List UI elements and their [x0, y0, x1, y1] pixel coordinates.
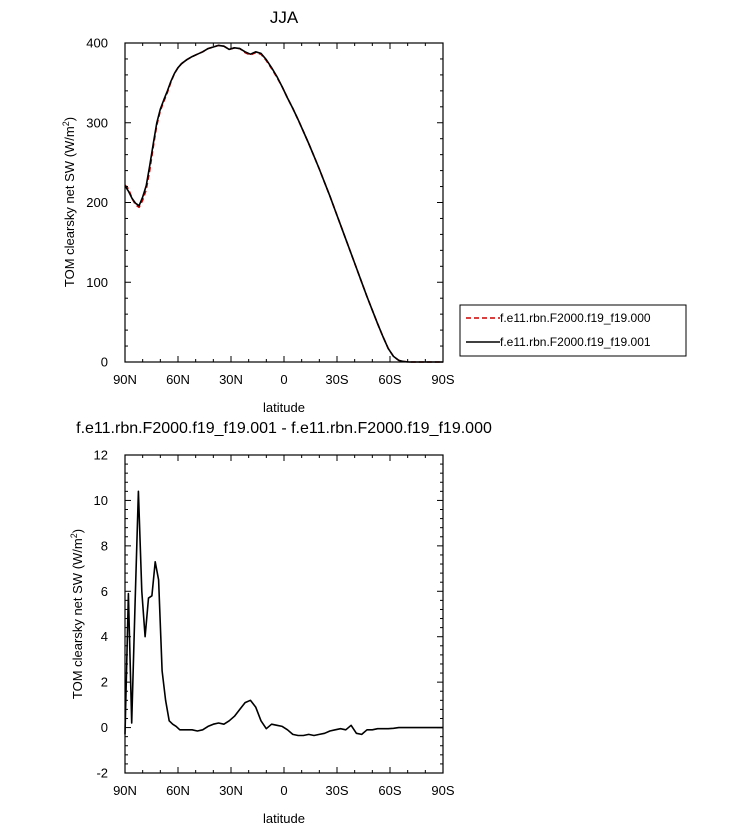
bottom-y-tick-label: 4: [101, 629, 108, 644]
top-y-axis-label-main: TOM clearsky net SW (W/m: [62, 126, 77, 287]
bottom-y-tick-label: 8: [101, 538, 108, 553]
bottom-y-axis-label: TOM clearsky net SW (W/m2): [69, 529, 85, 699]
legend-label-000: f.e11.rbn.F2000.f19_f19.000: [500, 311, 651, 325]
top-y-tick-label: 400: [86, 36, 108, 51]
top-y-axis-label: TOM clearsky net SW (W/m2): [61, 117, 77, 287]
legend-box: [459, 304, 687, 357]
bottom-y-tick-label: 2: [101, 675, 108, 690]
legend-entry-001: f.e11.rbn.F2000.f19_f19.001: [466, 335, 651, 349]
bottom-panel: f.e11.rbn.F2000.f19_f19.001 - f.e11.rbn.…: [69, 420, 492, 826]
bottom-y-tick-label: -2: [96, 766, 108, 781]
top-x-tick-label: 60S: [378, 372, 401, 387]
bottom-y-axis-label-main: TOM clearsky net SW (W/m: [70, 538, 85, 699]
top-x-tick-label: 30S: [325, 372, 348, 387]
bottom-plot-frame: [124, 454, 444, 774]
top-x-tick-label: 90N: [113, 372, 137, 387]
top-x-axis-label: latitude: [263, 400, 305, 415]
bottom-x-tick-label: 30S: [325, 783, 348, 798]
bottom-y-tick-label: 10: [94, 493, 108, 508]
bottom-x-tick-label: 60S: [378, 783, 401, 798]
top-panel: JJA 90N 60N 30N 0 30S 60S 90S 0 100 200 300 400 lat…: [61, 8, 687, 415]
bottom-y-tick-label: 0: [101, 720, 108, 735]
bottom-x-tick-label: 0: [280, 783, 287, 798]
bottom-x-tick-label: 30N: [219, 783, 243, 798]
bottom-y-axis-label-close: ): [70, 529, 85, 533]
bottom-y-axis-label-superscript: 2: [69, 533, 79, 538]
top-x-tick-label: 60N: [166, 372, 190, 387]
legend: f.e11.rbn.F2000.f19_f19.000 f.e11.rbn.F2…: [459, 304, 687, 357]
top-series-line-0: [124, 44, 443, 363]
bottom-x-tick-label: 90S: [431, 783, 454, 798]
bottom-chart-title: f.e11.rbn.F2000.f19_f19.001 - f.e11.rbn.…: [76, 420, 492, 437]
top-x-tick-label: 90S: [431, 372, 454, 387]
bottom-series-line-0: [124, 490, 443, 737]
top-series-line-1: [124, 44, 443, 363]
top-chart-title: JJA: [270, 8, 299, 27]
top-y-tick-label: 200: [86, 195, 108, 210]
bottom-x-axis-label: latitude: [263, 811, 305, 826]
legend-entry-000: f.e11.rbn.F2000.f19_f19.000: [466, 311, 651, 325]
legend-label-001: f.e11.rbn.F2000.f19_f19.001: [500, 335, 651, 349]
bottom-x-tick-label: 60N: [166, 783, 190, 798]
top-y-axis-label-close: ): [62, 117, 77, 121]
bottom-y-tick-label: 6: [101, 584, 108, 599]
top-y-tick-label: 300: [86, 115, 108, 130]
top-x-tick-label: 30N: [219, 372, 243, 387]
bottom-x-tick-label: 90N: [113, 783, 137, 798]
top-x-tick-label: 0: [280, 372, 287, 387]
top-y-tick-label: 100: [86, 275, 108, 290]
top-y-axis-label-superscript: 2: [61, 121, 71, 126]
top-y-tick-label: 0: [101, 355, 108, 370]
bottom-y-tick-label: 12: [94, 448, 108, 463]
